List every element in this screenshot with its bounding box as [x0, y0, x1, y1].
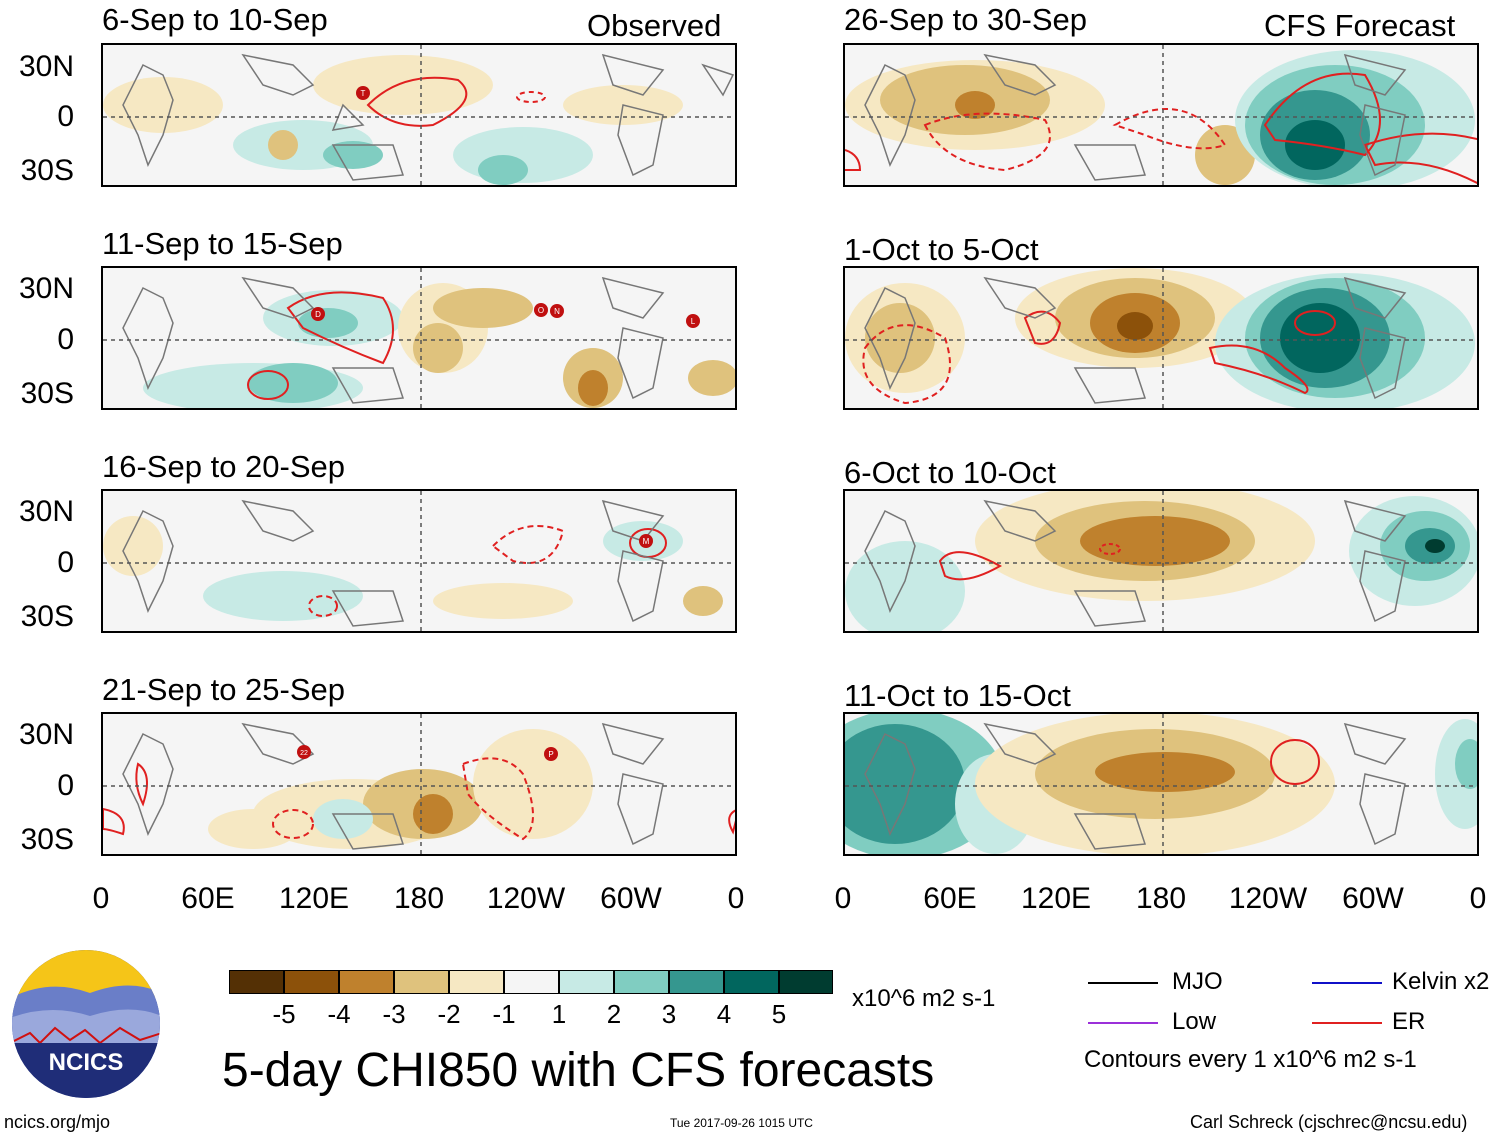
colorbar-swatch	[449, 970, 504, 994]
colorbar-swatch	[559, 970, 614, 994]
footer-author: Carl Schreck (cjschrec@ncsu.edu)	[1190, 1112, 1468, 1132]
storm-marker-icon: 22 P	[297, 745, 558, 761]
legend-kelvin: Kelvin x2	[1392, 968, 1490, 995]
map-panel-1: T	[101, 43, 737, 187]
svg-text:T: T	[361, 89, 366, 98]
storm-marker-icon: M	[639, 534, 653, 548]
svg-text:P: P	[548, 750, 553, 759]
map-panel-6	[843, 266, 1479, 410]
colorbar-swatch	[229, 970, 284, 994]
map-panel-4: 22 P	[101, 712, 737, 856]
svg-text:O: O	[538, 306, 544, 315]
storm-marker-icon: D O N L	[311, 303, 700, 328]
colorbar-swatch	[669, 970, 724, 994]
colorbar-units: x10^6 m2 s-1	[852, 985, 996, 1012]
colorbar-swatch	[504, 970, 559, 994]
panel-title-7: 6-Oct to 10-Oct	[844, 455, 1056, 490]
colorbar-swatch	[614, 970, 669, 994]
legend-low-line	[1088, 1022, 1158, 1024]
legend-low: Low	[1172, 1008, 1217, 1035]
svg-text:M: M	[643, 537, 650, 546]
map-panel-5	[843, 43, 1479, 187]
legend-mjo: MJO	[1172, 968, 1223, 995]
legend-mjo-line	[1088, 982, 1158, 984]
legend-er-line	[1312, 1022, 1382, 1024]
observed-label: Observed	[587, 8, 722, 43]
contours-note: Contours every 1 x10^6 m2 s-1	[1084, 1046, 1417, 1073]
legend-er: ER	[1392, 1008, 1426, 1035]
svg-text:22: 22	[300, 750, 308, 757]
colorbar-swatch	[779, 970, 833, 994]
map-panel-2: D O N L	[101, 266, 737, 410]
svg-text:L: L	[691, 317, 696, 326]
colorbar-swatch	[724, 970, 779, 994]
footer-url: ncics.org/mjo	[4, 1112, 111, 1132]
storm-marker-icon: T	[356, 86, 370, 100]
panel-title-3: 16-Sep to 20-Sep	[102, 449, 346, 484]
colorbar-swatch	[339, 970, 394, 994]
ncics-logo: NCICS	[10, 948, 162, 1100]
legend-kelvin-line	[1312, 982, 1382, 984]
svg-text:N: N	[554, 307, 560, 316]
colorbar-swatch	[394, 970, 449, 994]
panel-title-8: 11-Oct to 15-Oct	[844, 678, 1071, 713]
svg-text:NCICS: NCICS	[49, 1049, 124, 1076]
forecast-label: CFS Forecast	[1264, 8, 1456, 43]
panel-title-6: 1-Oct to 5-Oct	[844, 232, 1039, 267]
footer-timestamp: Tue 2017-09-26 1015 UTC	[670, 1116, 813, 1130]
panel-title-1: 6-Sep to 10-Sep	[102, 2, 328, 37]
map-panel-3: M	[101, 489, 737, 633]
map-panel-8	[843, 712, 1479, 856]
panel-title-5: 26-Sep to 30-Sep	[844, 2, 1088, 37]
panel-title-4: 21-Sep to 25-Sep	[102, 672, 346, 707]
svg-text:D: D	[315, 310, 321, 319]
map-panel-7	[843, 489, 1479, 633]
main-title: 5-day CHI850 with CFS forecasts	[222, 1044, 935, 1097]
colorbar-swatch	[284, 970, 339, 994]
panel-title-2: 11-Sep to 15-Sep	[102, 226, 343, 261]
